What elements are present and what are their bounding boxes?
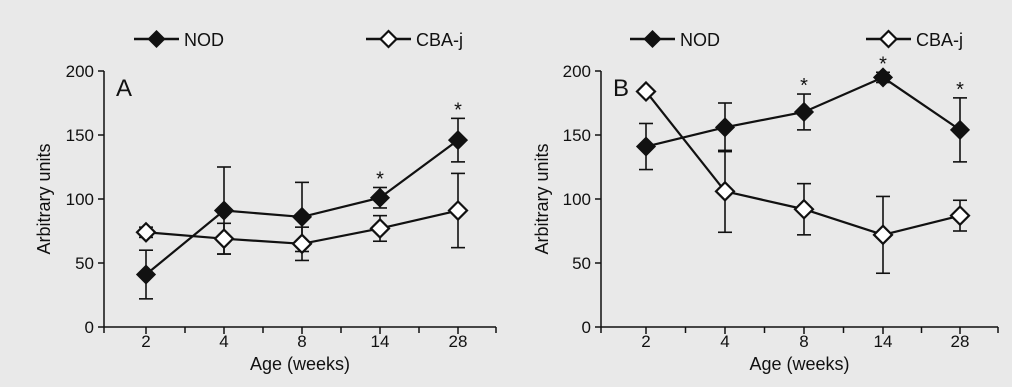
legend-label: CBA-j bbox=[916, 30, 963, 50]
data-point bbox=[369, 217, 391, 239]
significance-marker: * bbox=[956, 79, 964, 101]
data-point bbox=[793, 198, 815, 220]
x-tick-label: 4 bbox=[720, 332, 729, 351]
y-tick-label: 50 bbox=[572, 254, 591, 273]
y-tick-label: 50 bbox=[75, 254, 94, 273]
data-point bbox=[447, 130, 469, 151]
significance-marker: * bbox=[879, 53, 887, 75]
significance-marker: * bbox=[454, 99, 462, 121]
legend-marker bbox=[643, 29, 662, 49]
legend-marker bbox=[878, 29, 899, 49]
y-tick-label: 100 bbox=[563, 190, 591, 209]
x-axis-title: Age (weeks) bbox=[250, 354, 350, 374]
panel-label: B bbox=[613, 75, 629, 102]
data-point bbox=[291, 206, 313, 227]
y-tick-label: 150 bbox=[66, 126, 94, 145]
legend-label: NOD bbox=[680, 30, 720, 50]
data-point bbox=[949, 205, 971, 227]
chart-panel-a: 0 50 100 150 200 2 4 8 14 28 Age (weeks) Arbitrary … bbox=[34, 29, 506, 374]
data-point bbox=[135, 221, 157, 243]
data-point bbox=[872, 224, 894, 246]
y-axis-title: Arbitrary units bbox=[34, 143, 54, 254]
significance-marker: * bbox=[800, 75, 808, 97]
plot-background bbox=[44, 58, 506, 358]
y-tick-label: 0 bbox=[85, 318, 94, 337]
data-point bbox=[793, 101, 815, 123]
data-point bbox=[872, 67, 894, 88]
chart-panel-b: 0 50 100 150 200 2 4 8 14 28 Age (weeks) Arbitrary … bbox=[532, 29, 1008, 374]
series-nod: ** bbox=[135, 99, 469, 300]
plot-background bbox=[541, 58, 1008, 358]
legend-label: CBA-j bbox=[416, 30, 463, 50]
x-tick-label: 2 bbox=[141, 332, 150, 351]
data-point bbox=[447, 199, 469, 222]
y-tick-label: 200 bbox=[66, 62, 94, 81]
series-nod: * * * bbox=[635, 53, 971, 171]
data-point bbox=[714, 117, 736, 138]
data-point bbox=[714, 180, 736, 202]
legend-marker bbox=[147, 29, 166, 49]
data-point bbox=[369, 187, 391, 208]
x-tick-label: 14 bbox=[874, 332, 893, 351]
x-tick-label: 28 bbox=[449, 332, 468, 351]
data-point bbox=[213, 200, 235, 221]
x-tick-label: 8 bbox=[799, 332, 808, 351]
data-point bbox=[949, 119, 971, 140]
y-tick-label: 150 bbox=[563, 126, 591, 145]
x-axis-title: Age (weeks) bbox=[749, 354, 849, 374]
legend-marker bbox=[378, 29, 399, 49]
data-point bbox=[291, 233, 313, 255]
series-cba-j bbox=[635, 80, 971, 275]
data-point bbox=[635, 136, 657, 157]
legend-label: NOD bbox=[184, 30, 224, 50]
x-tick-label: 8 bbox=[297, 332, 306, 351]
significance-marker: * bbox=[376, 168, 384, 190]
x-tick-label: 2 bbox=[641, 332, 650, 351]
data-point bbox=[635, 80, 657, 103]
data-point bbox=[135, 264, 157, 285]
x-tick-label: 4 bbox=[219, 332, 228, 351]
panel-label: A bbox=[116, 75, 132, 102]
y-tick-label: 200 bbox=[563, 62, 591, 81]
y-tick-label: 100 bbox=[66, 190, 94, 209]
x-tick-label: 14 bbox=[371, 332, 390, 351]
x-tick-label: 28 bbox=[951, 332, 970, 351]
series-cba-j bbox=[135, 172, 469, 262]
y-axis-title: Arbitrary units bbox=[532, 143, 552, 254]
y-tick-label: 0 bbox=[582, 318, 591, 337]
data-point bbox=[213, 228, 235, 250]
